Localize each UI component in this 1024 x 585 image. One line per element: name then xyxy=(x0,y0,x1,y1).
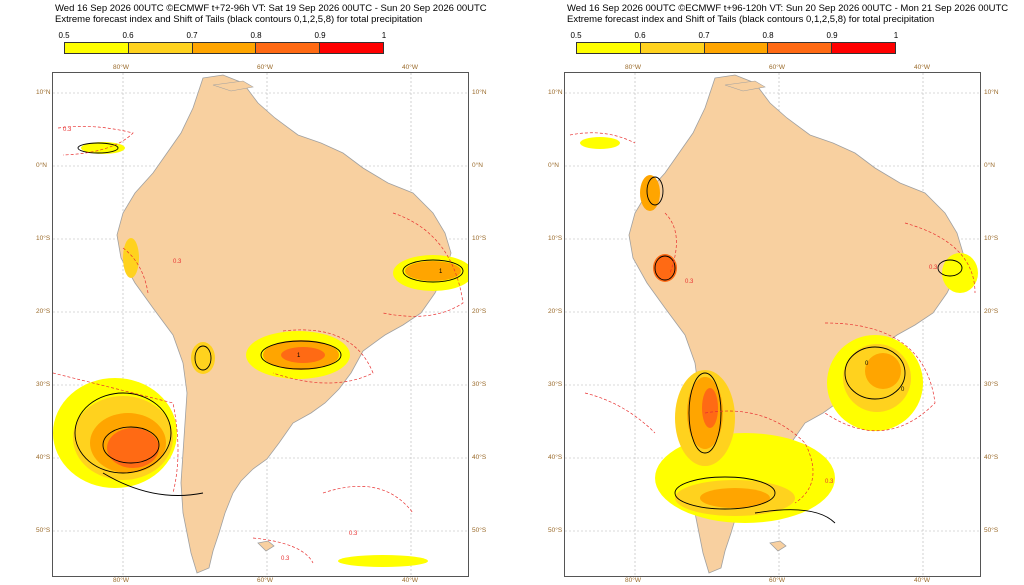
lat-label: 10°N xyxy=(36,89,51,96)
lat-label: 50°S xyxy=(984,527,999,534)
lat-label: 30°S xyxy=(984,381,999,388)
colorbar-swatch xyxy=(320,43,383,53)
colorbar-swatch xyxy=(832,43,895,53)
lon-label: 60°W xyxy=(257,577,273,584)
contour-label: 0.3 xyxy=(349,531,358,537)
caribbean-island xyxy=(212,80,254,92)
colorbar xyxy=(576,42,896,54)
lat-label: 10°S xyxy=(984,235,999,242)
colorbar-tick: 0.6 xyxy=(122,31,134,40)
panel-title-line1: Wed 16 Sep 2026 00UTC ©ECMWF t+96-120h V… xyxy=(567,3,1009,14)
lat-label: 10°N xyxy=(984,89,999,96)
lat-label: 30°S xyxy=(36,381,51,388)
contour-label: 0 xyxy=(865,361,869,367)
colorbar-tick: 1 xyxy=(893,31,899,40)
colorbar-tick: 0.7 xyxy=(698,31,710,40)
efi-0.3-contours xyxy=(569,132,976,504)
lat-label: 10°S xyxy=(472,235,487,242)
lat-label: 10°S xyxy=(36,235,51,242)
lon-label: 80°W xyxy=(113,64,129,71)
colorbar-swatch xyxy=(640,43,705,53)
lat-label: 40°S xyxy=(548,454,563,461)
contour-label: 0.3 xyxy=(281,556,290,562)
lat-label: 10°N xyxy=(472,89,487,96)
contour-label: 0.3 xyxy=(63,127,72,133)
lon-label: 40°W xyxy=(402,64,418,71)
colorbar-tick: 0.9 xyxy=(826,31,838,40)
colorbar-tick: 0.8 xyxy=(762,31,774,40)
efi-shading xyxy=(580,137,978,523)
left-panel: Wed 16 Sep 2026 00UTC ©ECMWF t+72-96h VT… xyxy=(36,3,487,584)
lat-label: 20°S xyxy=(36,308,51,315)
contour-label: 0.3 xyxy=(685,279,694,285)
contour-label: 1 xyxy=(297,353,301,359)
lon-label: 40°W xyxy=(914,577,930,584)
lat-label: 40°S xyxy=(36,454,51,461)
map-frame: 0.3 0.3 0.3 0.3 1 1 xyxy=(52,72,469,577)
falkland-islands xyxy=(257,540,275,552)
colorbar-swatch xyxy=(192,43,257,53)
lon-label: 80°W xyxy=(625,577,641,584)
lat-label: 20°S xyxy=(984,308,999,315)
panel-title-line2: Extreme forecast index and Shift of Tail… xyxy=(55,14,423,25)
sot-contours xyxy=(646,176,963,524)
lon-label: 40°W xyxy=(914,64,930,71)
contour-label: 0.3 xyxy=(825,479,834,485)
colorbar-tick: 0.6 xyxy=(634,31,646,40)
lon-label: 80°W xyxy=(113,577,129,584)
lat-label: 50°S xyxy=(472,527,487,534)
lon-label: 40°W xyxy=(402,577,418,584)
lat-label: 20°S xyxy=(548,308,563,315)
colorbar-tick: 0.5 xyxy=(58,31,70,40)
colorbar-tick: 1 xyxy=(381,31,387,40)
right-panel: Wed 16 Sep 2026 00UTC ©ECMWF t+96-120h V… xyxy=(512,0,1024,585)
map-frame: 0.3 0.3 0.3 0 0 xyxy=(564,72,981,577)
lat-label: 0°N xyxy=(548,162,559,169)
colorbar-swatch xyxy=(768,43,833,53)
efi-0.3-contours xyxy=(53,125,464,564)
lon-label: 80°W xyxy=(625,64,641,71)
colorbar-swatch xyxy=(65,43,129,53)
lat-label: 50°S xyxy=(548,527,563,534)
map-svg: 0.3 0.3 0.3 0 0 xyxy=(565,73,980,576)
contour-label: 1 xyxy=(439,269,443,275)
colorbar-tick: 0.7 xyxy=(186,31,198,40)
lat-label: 10°N xyxy=(548,89,563,96)
colorbar-tick: 0.9 xyxy=(314,31,326,40)
lat-label: 0°N xyxy=(36,162,47,169)
lat-label: 10°S xyxy=(548,235,563,242)
colorbar xyxy=(64,42,384,54)
colorbar-swatch xyxy=(704,43,769,53)
contour-label: 0.3 xyxy=(929,265,938,271)
lon-label: 60°W xyxy=(769,64,785,71)
lat-label: 30°S xyxy=(472,381,487,388)
lat-label: 40°S xyxy=(472,454,487,461)
panel-title-line1: Wed 16 Sep 2026 00UTC ©ECMWF t+72-96h VT… xyxy=(55,3,487,14)
lat-label: 0°N xyxy=(472,162,483,169)
caribbean-island xyxy=(724,80,766,92)
contour-label: 0 xyxy=(901,387,905,393)
lat-label: 50°S xyxy=(36,527,51,534)
lon-label: 60°W xyxy=(257,64,273,71)
panel-title-line2: Extreme forecast index and Shift of Tail… xyxy=(567,14,935,25)
lat-label: 20°S xyxy=(472,308,487,315)
colorbar-tick: 0.5 xyxy=(570,31,582,40)
colorbar-swatch xyxy=(577,43,641,53)
lat-label: 30°S xyxy=(548,381,563,388)
map-svg: 0.3 0.3 0.3 0.3 1 1 xyxy=(53,73,468,576)
contour-label: 0.3 xyxy=(173,259,182,265)
lat-label: 0°N xyxy=(984,162,995,169)
lon-label: 60°W xyxy=(769,577,785,584)
colorbar-swatch xyxy=(256,43,321,53)
colorbar-swatch xyxy=(128,43,193,53)
south-america-landmass xyxy=(116,74,452,574)
falkland-islands xyxy=(769,540,787,552)
lat-label: 40°S xyxy=(984,454,999,461)
sot-contours xyxy=(74,142,464,496)
colorbar-tick: 0.8 xyxy=(250,31,262,40)
